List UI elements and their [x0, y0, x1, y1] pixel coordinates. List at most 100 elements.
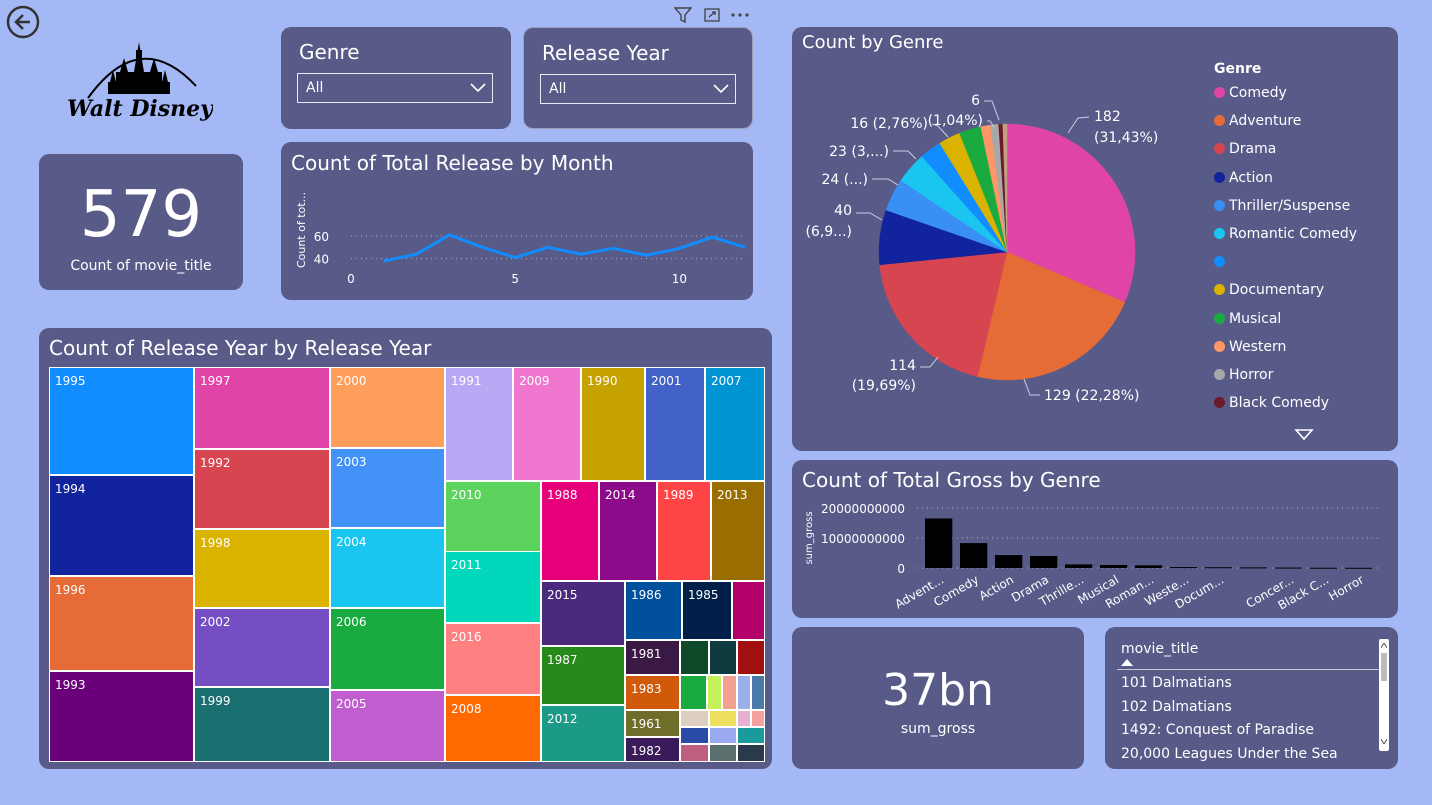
- treemap-cell[interactable]: 2011: [445, 551, 541, 623]
- table-row[interactable]: 102 Dalmatians: [1121, 698, 1232, 715]
- filter-icon[interactable]: [674, 7, 692, 23]
- treemap-cell[interactable]: 1994: [49, 475, 194, 576]
- treemap-cell[interactable]: 1981: [625, 640, 680, 675]
- treemap-cell[interactable]: 1988: [541, 481, 599, 581]
- treemap-cell[interactable]: 2015: [541, 581, 625, 646]
- treemap-cell-label: 1982: [631, 744, 662, 758]
- treemap-cell-label: 2006: [336, 615, 367, 629]
- treemap-cell[interactable]: [680, 675, 707, 710]
- bar-chart-card[interactable]: Count of Total Gross by Genre 0 100000000…: [792, 460, 1398, 618]
- treemap-cell[interactable]: 2008: [445, 695, 541, 762]
- treemap-card[interactable]: Count of Release Year by Release Year 19…: [39, 328, 772, 769]
- treemap-cell[interactable]: 1990: [581, 367, 645, 481]
- table-scrollbar[interactable]: [1379, 639, 1389, 751]
- treemap-cell[interactable]: [722, 675, 737, 710]
- treemap-cell[interactable]: 2014: [599, 481, 657, 581]
- treemap-cell[interactable]: [737, 727, 765, 744]
- treemap-cell[interactable]: 1998: [194, 529, 330, 608]
- treemap-cell[interactable]: [737, 675, 751, 710]
- table-row[interactable]: 20,000 Leagues Under the Sea: [1121, 745, 1338, 762]
- treemap-cell[interactable]: 1992: [194, 449, 330, 529]
- line-chart-card[interactable]: Count of Total Release by Month 40 60 0 5 10…: [281, 142, 753, 300]
- legend-item[interactable]: Comedy: [1214, 85, 1287, 101]
- treemap-cell[interactable]: [737, 744, 765, 762]
- legend-item[interactable]: Thriller/Suspense: [1214, 198, 1350, 214]
- treemap-cell[interactable]: 2002: [194, 608, 330, 687]
- treemap-cell[interactable]: [751, 675, 765, 710]
- treemap-cell[interactable]: [707, 675, 722, 710]
- treemap-cell[interactable]: [680, 744, 709, 762]
- treemap-cell[interactable]: 2005: [330, 690, 445, 762]
- leader-line: [987, 120, 995, 128]
- legend-item[interactable]: Action: [1214, 170, 1273, 186]
- treemap-cell[interactable]: 2003: [330, 448, 445, 528]
- release-year-dropdown[interactable]: All: [540, 74, 736, 104]
- legend-item[interactable]: Drama: [1214, 141, 1276, 157]
- treemap-cell[interactable]: [737, 640, 765, 675]
- legend-item[interactable]: Documentary: [1214, 282, 1324, 298]
- treemap-cell[interactable]: 1996: [49, 576, 194, 671]
- focus-mode-icon[interactable]: [704, 8, 720, 22]
- treemap-cell[interactable]: 2004: [330, 528, 445, 608]
- legend-item[interactable]: Horror: [1214, 367, 1273, 383]
- pie-chart-card[interactable]: Count by Genre 182 (31,43%) 129 (22,28%) 11…: [792, 27, 1398, 451]
- treemap-cell[interactable]: [751, 710, 765, 727]
- back-button[interactable]: [6, 5, 40, 39]
- legend-item[interactable]: Western: [1214, 339, 1286, 355]
- treemap-cell[interactable]: 1991: [445, 367, 513, 481]
- treemap-cell[interactable]: 1987: [541, 646, 625, 705]
- treemap-cell[interactable]: 2016: [445, 623, 541, 695]
- treemap-cell[interactable]: [709, 744, 737, 762]
- treemap-cell[interactable]: [709, 640, 737, 675]
- release-year-slicer[interactable]: Release Year All: [523, 27, 753, 129]
- treemap-cell[interactable]: [732, 581, 765, 640]
- treemap-cell[interactable]: 1982: [625, 737, 680, 762]
- x-tick-label: 10: [672, 272, 687, 286]
- more-options-icon[interactable]: [731, 13, 749, 17]
- treemap-cell[interactable]: [680, 710, 709, 727]
- legend-scroll-down-icon[interactable]: [1294, 429, 1314, 441]
- treemap-cell[interactable]: 1983: [625, 675, 680, 710]
- treemap-cell[interactable]: 2013: [711, 481, 765, 581]
- treemap-cell[interactable]: 1993: [49, 671, 194, 762]
- treemap-cell[interactable]: [680, 727, 709, 744]
- scroll-up-icon[interactable]: [1381, 643, 1387, 648]
- treemap-cell[interactable]: 1989: [657, 481, 711, 581]
- treemap-cell[interactable]: [737, 710, 751, 727]
- scroll-down-icon[interactable]: [1381, 739, 1387, 744]
- treemap-cell[interactable]: 2012: [541, 705, 625, 762]
- legend-item[interactable]: Musical: [1214, 311, 1281, 327]
- treemap-cell[interactable]: 1995: [49, 367, 194, 475]
- treemap-cell[interactable]: [709, 727, 737, 744]
- treemap-cell[interactable]: [709, 710, 737, 727]
- sort-ascending-icon[interactable]: [1121, 659, 1133, 666]
- treemap-cell[interactable]: 2009: [513, 367, 581, 481]
- legend-label: Western: [1229, 338, 1287, 355]
- treemap-cell[interactable]: 2007: [705, 367, 765, 481]
- treemap-cell[interactable]: 1999: [194, 687, 330, 762]
- legend-item[interactable]: [1214, 254, 1229, 270]
- treemap-cell[interactable]: 1985: [682, 581, 732, 640]
- scroll-thumb[interactable]: [1381, 653, 1387, 681]
- table-header[interactable]: movie_title: [1121, 641, 1199, 657]
- treemap-cell[interactable]: 2006: [330, 608, 445, 690]
- table-row[interactable]: 1492: Conquest of Paradise: [1121, 722, 1314, 738]
- treemap-cell[interactable]: 2001: [645, 367, 705, 481]
- treemap-cell-label: 1988: [547, 488, 578, 502]
- kpi-gross-card[interactable]: 37bn sum_gross: [792, 627, 1084, 769]
- movie-table-card[interactable]: movie_title 101 Dalmatians 102 Dalmatians…: [1105, 627, 1398, 769]
- kpi-count-card[interactable]: 579 Count of movie_title: [39, 154, 243, 290]
- genre-slicer[interactable]: Genre All: [281, 27, 511, 129]
- legend-item[interactable]: Romantic Comedy: [1214, 226, 1357, 242]
- legend-item[interactable]: Black Comedy: [1214, 395, 1329, 411]
- treemap-cell[interactable]: 1986: [625, 581, 682, 640]
- leader-line: [931, 123, 949, 138]
- treemap-cell-label: 2004: [336, 535, 367, 549]
- table-row[interactable]: 101 Dalmatians: [1121, 675, 1232, 691]
- treemap-cell[interactable]: [680, 640, 709, 675]
- legend-item[interactable]: Adventure: [1214, 113, 1301, 129]
- treemap-cell[interactable]: 2000: [330, 367, 445, 448]
- treemap-cell[interactable]: 1997: [194, 367, 330, 449]
- treemap-cell[interactable]: 1961: [625, 710, 680, 737]
- genre-dropdown[interactable]: All: [297, 73, 493, 103]
